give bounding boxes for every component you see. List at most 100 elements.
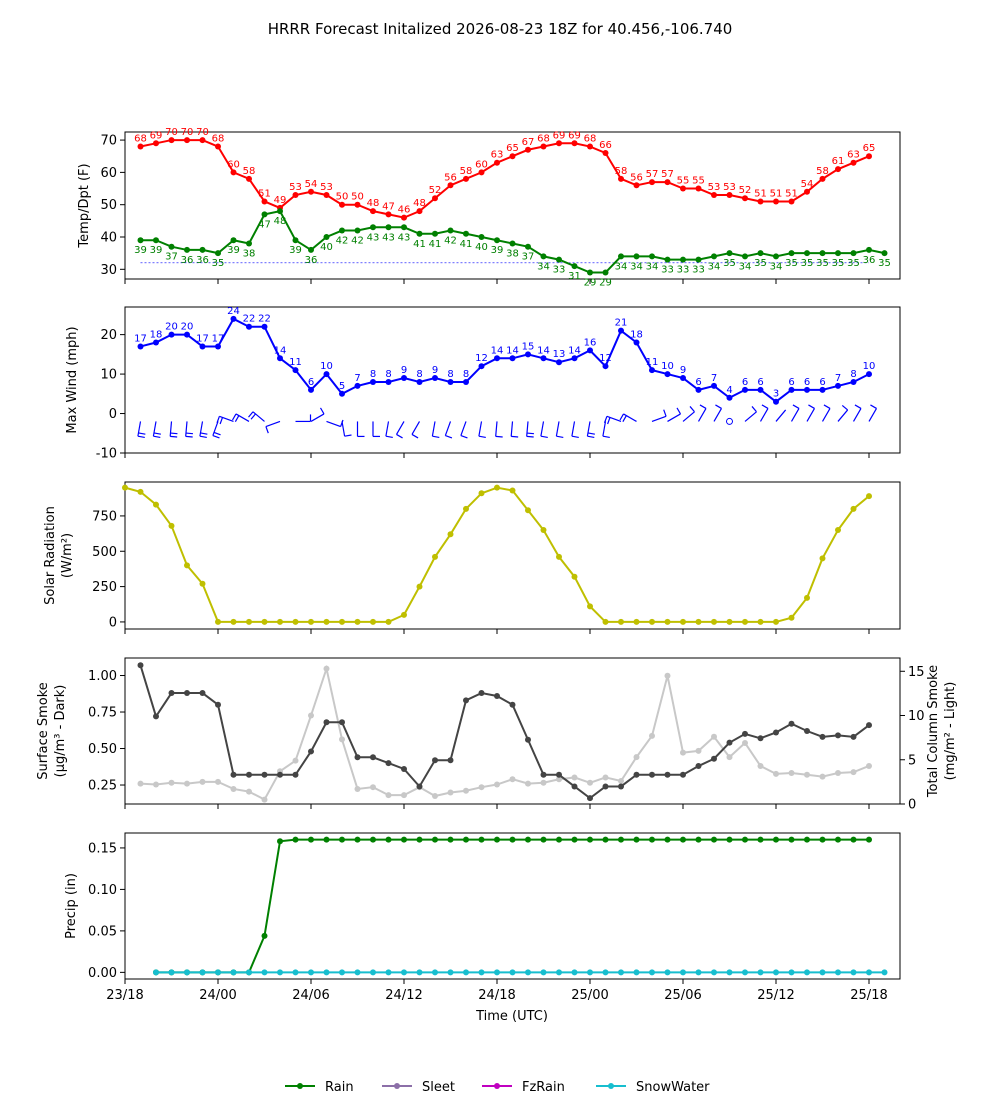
dewpoint-point xyxy=(354,227,361,234)
wind-barb-feather xyxy=(526,435,534,438)
solar-point xyxy=(215,618,221,625)
solar-point xyxy=(478,490,485,497)
surface-smoke-point xyxy=(463,697,469,704)
snowwater-point xyxy=(509,969,516,976)
rain-point xyxy=(277,838,283,845)
column-smoke-point xyxy=(587,779,593,786)
y-tick-label: 1.00 xyxy=(88,669,117,684)
dewpoint-point xyxy=(385,224,392,231)
snowwater-point xyxy=(773,969,779,976)
wind-barb-feather xyxy=(265,426,269,434)
wind-barb xyxy=(310,413,325,422)
rain-point xyxy=(432,836,438,843)
y-right-tick-label: 10 xyxy=(908,709,925,724)
temperature-label: 63 xyxy=(847,150,860,161)
solar-point xyxy=(246,618,252,625)
dewpoint-point xyxy=(726,250,733,257)
wind-barb xyxy=(478,421,483,437)
dewpoint-point xyxy=(711,253,717,260)
temperature-point xyxy=(711,192,717,198)
dewpoint-point xyxy=(509,240,516,247)
wind-label: 6 xyxy=(819,377,825,388)
y-tick-label: 0 xyxy=(109,407,117,422)
dewpoint-label: 40 xyxy=(475,242,488,253)
snowwater-point xyxy=(478,969,485,976)
dewpoint-label: 35 xyxy=(212,258,225,269)
snowwater-point xyxy=(215,969,221,976)
wind-point xyxy=(742,386,748,393)
dewpoint-point xyxy=(602,269,609,276)
dewpoint-label: 35 xyxy=(801,258,814,269)
dewpoint-label: 47 xyxy=(258,219,271,230)
wind-barb-feather xyxy=(689,406,695,413)
surface-smoke-point xyxy=(354,754,361,761)
temperature-point xyxy=(230,169,237,176)
solar-point xyxy=(804,594,810,601)
surface-smoke-point xyxy=(742,730,748,737)
dewpoint-point xyxy=(339,227,345,234)
column-smoke-point xyxy=(757,762,764,769)
solar-point xyxy=(509,487,516,494)
wind-point xyxy=(804,386,810,393)
wind-barb xyxy=(651,415,667,422)
legend-marker xyxy=(494,1083,500,1089)
solar-point xyxy=(540,527,547,534)
wind-label: 10 xyxy=(320,361,333,372)
snowwater-point xyxy=(633,969,640,976)
dewpoint-point xyxy=(742,253,748,260)
wind-label: 21 xyxy=(615,318,628,329)
wind-barb xyxy=(510,421,514,437)
x-tick-label: 24/06 xyxy=(292,988,329,1003)
rain-point xyxy=(587,836,593,843)
wind-barb-feather xyxy=(478,435,486,439)
wind-barb xyxy=(821,408,831,422)
temperature-point xyxy=(804,188,810,195)
wind-barb xyxy=(341,421,346,437)
temperature-label: 63 xyxy=(491,150,504,161)
temperature-point xyxy=(509,153,516,160)
wind-point xyxy=(153,339,159,346)
wind-point xyxy=(432,375,438,382)
wind-barb-feather xyxy=(199,435,207,439)
temperature-point xyxy=(540,143,547,150)
temperature-point xyxy=(680,185,686,192)
column-smoke-point xyxy=(835,770,841,777)
temperature-point xyxy=(199,137,206,144)
snowwater-point xyxy=(292,969,299,976)
panel-frame xyxy=(124,481,901,630)
solar-point xyxy=(370,618,376,625)
legend-marker xyxy=(297,1083,303,1089)
wind-label: 11 xyxy=(646,357,659,368)
wind-barb xyxy=(431,421,436,437)
wind-label: 15 xyxy=(522,341,535,352)
column-smoke-point xyxy=(246,788,252,795)
surface-smoke-point xyxy=(680,771,686,778)
column-smoke-point xyxy=(323,665,330,672)
column-smoke-point xyxy=(525,780,531,787)
temperature-label: 58 xyxy=(243,166,256,177)
dewpoint-point xyxy=(881,250,888,257)
temperature-point xyxy=(571,140,578,147)
column-smoke-point xyxy=(478,784,485,791)
wind-barb-feather xyxy=(248,411,254,418)
dewpoint-label: 34 xyxy=(537,261,550,272)
dewpoint-label: 34 xyxy=(708,261,721,272)
surface-smoke-point xyxy=(168,690,175,697)
wind-barb-feather xyxy=(219,417,224,425)
wind-label: 6 xyxy=(804,377,810,388)
wind-point xyxy=(726,394,733,401)
snowwater-point xyxy=(788,969,795,976)
rain-point xyxy=(509,836,516,843)
wind-barb-feather xyxy=(234,415,240,422)
wind-label: 17 xyxy=(134,333,147,344)
surface-smoke-point xyxy=(447,757,454,764)
temperature-label: 51 xyxy=(785,188,798,199)
temperature-label: 68 xyxy=(134,134,147,145)
temperature-point xyxy=(788,198,795,205)
y-tick-label: 70 xyxy=(100,134,117,149)
wind-barb-feather xyxy=(540,435,548,439)
temperature-label: 61 xyxy=(832,156,845,167)
dewpoint-point xyxy=(757,250,764,257)
temperature-label: 48 xyxy=(367,198,380,209)
dewpoint-label: 41 xyxy=(460,239,473,250)
